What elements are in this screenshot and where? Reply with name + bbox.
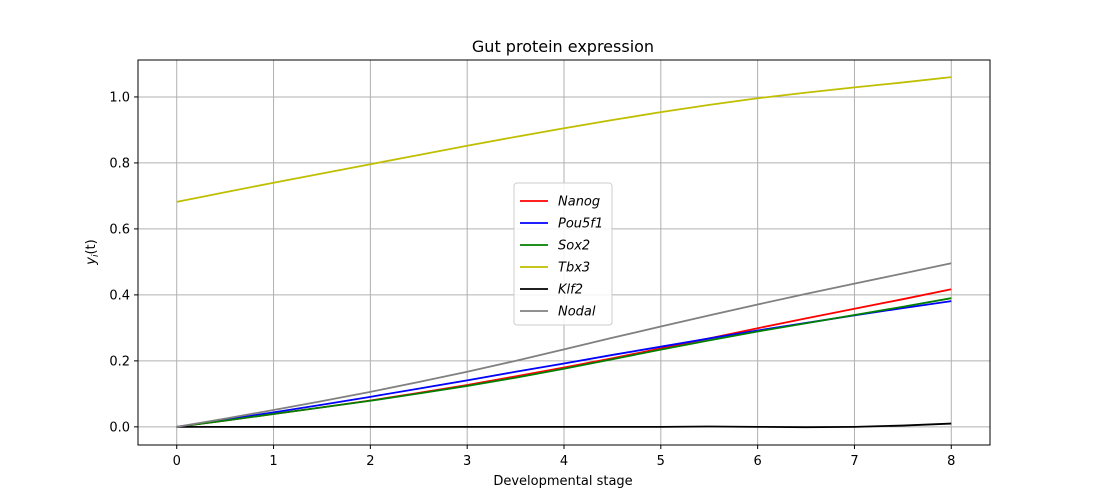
x-tick-label: 6 [753,454,761,469]
y-tick-label: 0.4 [109,288,130,303]
x-tick-label: 5 [657,454,665,469]
y-tick-label: 1.0 [109,90,130,105]
x-tick-label: 4 [560,454,568,469]
legend-label-klf2: Klf2 [558,283,583,298]
y-tick-label: 0.0 [109,420,130,435]
legend-label-tbx3: Tbx3 [558,261,590,276]
x-tick-label: 2 [366,454,374,469]
y-tick-label: 0.8 [109,156,130,171]
series-lines [176,76,952,429]
x-tick-label: 8 [947,454,955,469]
legend: Nanog Pou5f1 Sox2 Tbx3 Klf2 Nodal [513,182,613,326]
y-axis-title-subscript: i [91,254,101,257]
y-axis-title-main: y [84,257,99,266]
axis-ticks: 0 1 2 3 4 5 6 7 8 0.0 0.2 0.4 0.6 0.8 1.0 [109,90,955,469]
y-tick-label: 0.6 [109,222,130,237]
x-tick-label: 3 [463,454,471,469]
series-line-nodal [176,262,952,428]
y-axis-title-rest: (t) [84,239,99,254]
legend-label-nodal: Nodal [558,305,596,320]
legend-label-pou5f1: Pou5f1 [558,217,603,232]
series-line-tbx3 [176,76,952,203]
series-line-sox2 [176,297,952,428]
legend-label-nanog: Nanog [558,195,600,210]
legend-label-sox2: Sox2 [558,239,590,254]
x-tick-label: 7 [850,454,858,469]
x-tick-label: 0 [173,454,181,469]
x-axis-title: Developmental stage [493,474,632,489]
y-tick-label: 0.2 [109,354,130,369]
chart-title: Gut protein expression [472,37,654,56]
x-tick-label: 1 [269,454,277,469]
y-axis-title: yi(t) [84,239,101,265]
series-line-klf2 [176,422,952,429]
